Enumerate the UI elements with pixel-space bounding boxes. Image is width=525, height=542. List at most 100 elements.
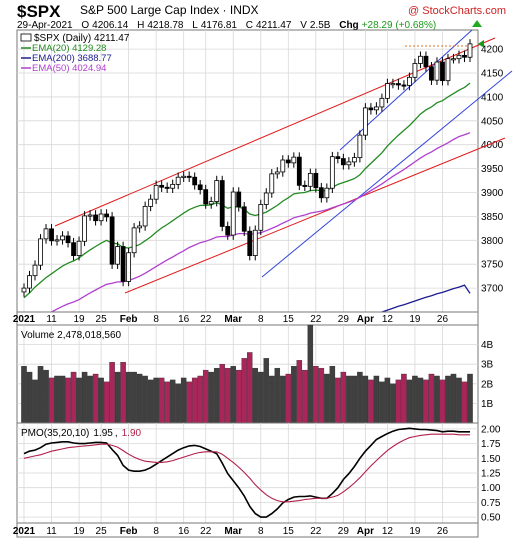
candle-up <box>274 171 280 175</box>
volume-bar <box>285 373 292 424</box>
x-tick-label: 8 <box>153 526 159 537</box>
x-tick-label: 25 <box>96 314 108 325</box>
chart-symbol: $SPX <box>17 2 61 21</box>
candle-down <box>164 186 170 189</box>
price-tick-label: 3850 <box>481 212 504 223</box>
volume-bar <box>197 375 203 424</box>
ohlc-line: 29-Apr-2021 O 4206.14 H 4218.78 L 4176.81 C… <box>17 20 436 31</box>
x-tick-label: 8 <box>153 314 159 325</box>
candle-up <box>181 175 187 178</box>
price-tick-label: 3750 <box>481 260 504 271</box>
volume-bar <box>131 371 137 424</box>
candle-down <box>368 107 374 111</box>
volume-bar <box>450 373 457 424</box>
volume-bar <box>263 358 270 424</box>
candle-up <box>329 156 335 189</box>
volume-tick-label: 1B <box>481 399 494 410</box>
pmo-tick-label: 1.25 <box>481 469 501 480</box>
candle-up <box>467 43 473 58</box>
candle-up <box>87 214 93 217</box>
volume-bar <box>87 375 93 424</box>
volume-label: Volume 2,478,018,560 <box>21 330 122 341</box>
volume-bar <box>434 375 440 424</box>
x-tick-label: Mar <box>224 314 242 325</box>
price-tick-label: 3700 <box>481 284 504 295</box>
volume-bar <box>456 377 462 424</box>
pmo-y-axis: 0.50 0.75 1.00 1.25 1.50 1.75 2.00 <box>481 424 501 523</box>
candle-up <box>373 106 379 111</box>
candle-down <box>186 175 192 178</box>
pmo-tick-label: 1.00 <box>481 483 501 494</box>
candle-up <box>451 58 456 61</box>
volume-bar <box>307 324 314 424</box>
volume-bar <box>142 375 148 424</box>
volume-bar <box>26 371 33 424</box>
volume-bar <box>335 377 341 424</box>
x-tick-label: 16 <box>178 526 190 537</box>
ema200-legend-label: EMA(200) 3688.77 <box>32 53 112 64</box>
x-tick-label: 12 <box>382 526 394 537</box>
candle-down <box>285 159 291 164</box>
volume-tick-label: 3B <box>481 360 494 371</box>
price-legend: $SPX (Daily) 4211.47 EMA(20) 4129.28 EMA… <box>20 33 130 74</box>
x-tick-label: 22 <box>200 314 212 325</box>
volume-bar <box>37 366 44 424</box>
x-tick-label: 15 <box>283 314 295 325</box>
volume-bar <box>252 367 259 424</box>
volume-bar <box>280 375 286 424</box>
candle-up <box>412 63 418 78</box>
candle-up <box>434 61 440 81</box>
volume-bar <box>296 360 303 424</box>
volume-bar <box>54 375 60 424</box>
candle-up <box>280 159 286 173</box>
volume-bar <box>224 367 231 424</box>
pmo-tick-label: 0.50 <box>481 513 501 524</box>
volume-bar <box>373 375 380 424</box>
candle-up <box>137 225 143 229</box>
candle-down <box>93 214 98 222</box>
x-axis-band-bottom <box>16 522 479 538</box>
candle-up <box>456 54 462 60</box>
ema20-legend-label: EMA(20) 4129.28 <box>32 43 106 54</box>
price-legend-label: $SPX (Daily) 4211.47 <box>34 33 130 44</box>
candle-up <box>362 107 368 136</box>
candle-down <box>159 184 165 188</box>
candle-up <box>379 97 385 108</box>
candle-down <box>401 84 407 87</box>
candle-up <box>115 246 121 265</box>
x-tick-label: Feb <box>120 314 138 325</box>
candle-down <box>225 226 231 236</box>
candle-down <box>423 55 429 68</box>
lower-blue-channel-line <box>261 70 513 278</box>
volume-bar <box>186 381 192 424</box>
candle-down <box>396 83 401 86</box>
candle-up <box>27 275 32 289</box>
candle-up <box>175 176 181 185</box>
volume-bar <box>208 371 214 424</box>
volume-bar <box>48 377 55 424</box>
volume-tick-label: 4B <box>481 340 494 351</box>
volume-bar <box>318 367 325 424</box>
candle-up <box>148 198 154 207</box>
x-tick-label: 2021 <box>13 314 36 325</box>
candle-down <box>236 191 242 208</box>
x-tick-label: 19 <box>409 526 421 537</box>
lower-red-channel-line <box>124 137 506 294</box>
volume-bar <box>81 371 88 424</box>
x-tick-label: 26 <box>437 526 449 537</box>
volume-bar <box>423 379 429 424</box>
volume-bar <box>70 371 77 424</box>
volume-bar <box>175 383 181 424</box>
price-tick-label: 4100 <box>481 92 504 103</box>
upper-red-channel-line <box>54 37 496 227</box>
candle-up <box>21 287 27 293</box>
candle-up <box>208 201 214 205</box>
chart-name: S&P 500 Large Cap Index · INDX <box>80 3 259 17</box>
x-tick-label: 26 <box>437 314 449 325</box>
candle-up <box>445 58 451 82</box>
last-price-marker <box>478 39 484 48</box>
volume-bar <box>467 373 473 424</box>
candle-down <box>302 184 308 187</box>
volume-bar <box>362 375 369 424</box>
